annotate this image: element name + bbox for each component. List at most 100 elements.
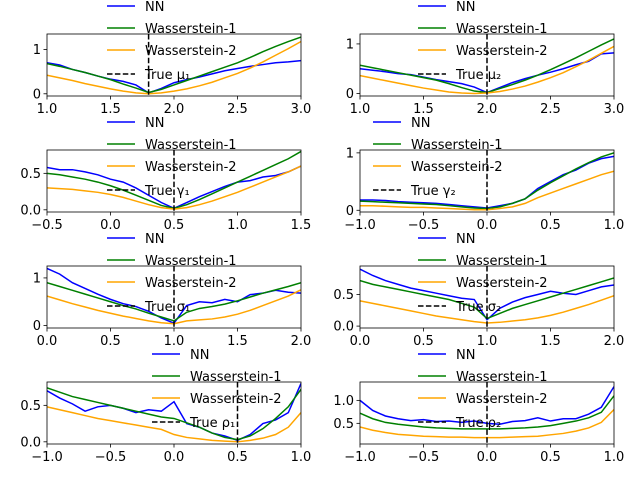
legend: NN Wasserstein-1 Wasserstein-2 True μ₁ [107,0,237,83]
legend-label-w1: Wasserstein-1 [456,22,548,37]
legend: NN Wasserstein-1 Wasserstein-2 True ρ₂ [418,348,548,431]
legend-label-truth: True γ₁ [144,184,190,199]
subplot-6: 0.0 0.5 1.0 1.5 2.0 0.0 0.5 NN Wasserstein-1 Wass… [333,232,624,349]
legend-label-truth: True ρ₁ [189,416,235,431]
legend-label-w1: Wasserstein-1 [456,254,548,269]
legend-label-truth: True μ₂ [455,68,501,83]
legend: NN Wasserstein-1 Wasserstein-2 True γ₁ [107,116,237,199]
x-tick-label: 1.0 [477,334,498,349]
x-tick-label: −1.0 [344,450,376,465]
x-tick-label: 0.0 [477,218,498,233]
y-tick-label: 0.0 [20,435,41,450]
x-tick-label: 2.0 [164,102,185,117]
legend-label-nn: NN [190,348,209,363]
y-tick-label: 0.5 [20,167,41,182]
legend-label-truth: True σ₂ [455,300,501,315]
x-tick-label: 0.5 [164,218,185,233]
legend: NN Wasserstein-1 Wasserstein-2 True μ₂ [418,0,548,83]
legend-label-w2: Wasserstein-2 [145,160,237,175]
y-tick-label: 1 [346,37,354,52]
y-tick-label: 0 [33,319,41,334]
legend-label-w2: Wasserstein-2 [456,276,548,291]
legend-label-w1: Wasserstein-1 [411,138,503,153]
y-tick-label: 0 [346,87,354,102]
subplot-4: −1.0 −0.5 0.0 0.5 1.0 0 1 NN Wasserstein-1 Wasser… [344,116,624,233]
y-tick-label: 1 [346,146,354,161]
series-line-w1 [47,387,301,441]
x-tick-label: 1.5 [540,334,561,349]
legend-label-truth: True ρ₂ [455,416,501,431]
y-tick-label: 0.5 [333,288,354,303]
legend-label-nn: NN [145,0,164,15]
x-tick-label: 2.0 [477,102,498,117]
x-tick-label: 1.0 [350,102,371,117]
subplot-5: 0.0 0.5 1.0 1.5 2.0 0 1 NN Wasserstein-1 Wasserst… [33,232,312,349]
legend-label-w2: Wasserstein-2 [456,392,548,407]
x-tick-label: 0.0 [350,334,371,349]
subplot-8: −1.0 −0.5 0.0 0.5 1.0 0.5 1.0 NN Wasserstein-1 Wa… [333,348,624,465]
legend-label-w1: Wasserstein-1 [145,138,237,153]
x-tick-label: 3.0 [291,102,312,117]
legend-label-nn: NN [456,232,475,247]
y-tick-label: 0 [346,204,354,219]
y-tick-label: 0.0 [20,203,41,218]
x-tick-label: −0.5 [95,450,127,465]
series-line-nn [360,268,614,321]
series-line-w1 [47,36,301,94]
y-tick-label: 0 [33,87,41,102]
subplot-3: −0.5 0.0 0.5 1.0 1.50.00.5NNWasserstein-1Was… [20,116,311,233]
series-line-w1 [47,281,301,322]
x-tick-label: 0.5 [540,450,561,465]
x-tick-label: 0.5 [227,450,248,465]
legend-label-w1: Wasserstein-1 [145,254,237,269]
x-tick-label: 1.5 [227,334,248,349]
y-tick-label: 0.5 [333,417,354,432]
y-tick-label: 1 [33,43,41,58]
series-line-w2 [47,40,301,95]
x-tick-label: 0.5 [540,218,561,233]
x-tick-label: 0.0 [100,218,121,233]
legend-label-truth: True γ₂ [410,184,456,199]
x-tick-label: 1.0 [604,450,625,465]
x-tick-label: −1.0 [344,218,376,233]
legend-label-w2: Wasserstein-2 [145,44,237,59]
legend-label-w2: Wasserstein-2 [411,160,503,175]
x-tick-label: 0.5 [100,334,121,349]
legend-label-w1: Wasserstein-1 [190,370,282,385]
x-tick-label: −0.5 [31,218,63,233]
legend-label-w1: Wasserstein-1 [145,22,237,37]
x-tick-label: −0.5 [408,218,440,233]
x-tick-label: 2.0 [604,334,625,349]
legend-label-w2: Wasserstein-2 [145,276,237,291]
legend-label-truth: True σ₁ [144,300,190,315]
legend-label-w1: Wasserstein-1 [456,370,548,385]
x-tick-label: 1.0 [604,218,625,233]
x-tick-label: 0.0 [477,450,498,465]
x-tick-label: 2.5 [540,102,561,117]
x-tick-label: 1.5 [413,102,434,117]
x-tick-label: 0.0 [164,450,185,465]
x-tick-label: 1.0 [37,102,58,117]
legend: NN Wasserstein-1 Wasserstein-2 True σ₂ [418,232,548,315]
legend-label-nn: NN [411,116,430,131]
y-tick-label: 0.5 [20,399,41,414]
x-tick-label: 1.0 [164,334,185,349]
legend-label-truth: True μ₁ [144,68,190,83]
x-tick-label: 1.5 [100,102,121,117]
y-tick-label: 0.0 [333,320,354,335]
legend-label-nn: NN [456,348,475,363]
x-tick-label: 1.0 [291,450,312,465]
legend-label-nn: NN [145,116,164,131]
legend: NN Wasserstein-1 Wasserstein-2 True σ₁ [107,232,237,315]
subplot-1: 1.0 1.5 2.0 2.5 3.0 0 1 NN Wasserstein-1 Wasserst… [33,0,312,117]
x-tick-label: 3.0 [604,102,625,117]
subplot-7: −1.0 −0.5 0.0 0.5 1.0 0.0 0.5 NN Wasserstein-1 Wa… [20,348,311,465]
x-tick-label: 0.5 [413,334,434,349]
subplot-2: 1.0 1.5 2.0 2.5 3.0 0 1 NN Wasserstein-1 Wasserst… [346,0,625,117]
legend-label-w2: Wasserstein-2 [190,392,282,407]
legend-label-nn: NN [145,232,164,247]
series-line-nn [47,383,301,442]
series-line-w1 [360,395,614,430]
